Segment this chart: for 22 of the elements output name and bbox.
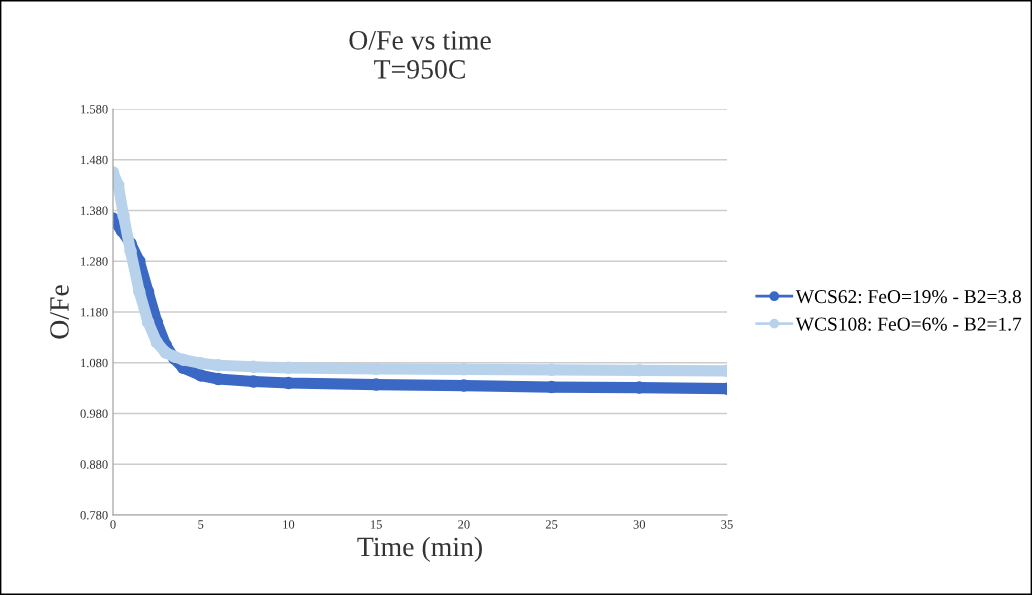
x-tick-label: 10 xyxy=(283,520,295,529)
legend-label: WCS62: FeO=19% - B2=3.8 xyxy=(795,290,1022,304)
x-tick-label: 5 xyxy=(198,520,204,529)
y-tick-label: 1.380 xyxy=(81,206,108,216)
x-tick-label: 25 xyxy=(545,520,558,529)
x-axis-title: Time (min) xyxy=(357,536,482,562)
y-tick-label: 1.080 xyxy=(81,358,108,368)
y-tick-label: 1.180 xyxy=(81,308,108,317)
x-tick-label: 30 xyxy=(633,520,646,529)
chart-title: O/Fe vs time T=950C xyxy=(349,31,491,79)
x-tick-label: 15 xyxy=(370,520,382,529)
y-tick-label: 1.580 xyxy=(81,105,108,114)
y-tick-label: 1.280 xyxy=(81,257,108,266)
y-tick-label: 0.780 xyxy=(80,511,108,520)
y-tick-label: 0.980 xyxy=(80,409,108,419)
x-tick-label: 35 xyxy=(721,520,733,529)
y-tick-label: 1.480 xyxy=(81,155,108,165)
legend-label: WCS108: FeO=6% - B2=1.7 xyxy=(795,317,1022,331)
x-tick-label: 20 xyxy=(458,520,470,529)
x-tick-label: 0 xyxy=(110,520,116,529)
y-tick-label: 0.880 xyxy=(80,460,108,469)
y-axis-title: O/Fe xyxy=(50,285,69,339)
